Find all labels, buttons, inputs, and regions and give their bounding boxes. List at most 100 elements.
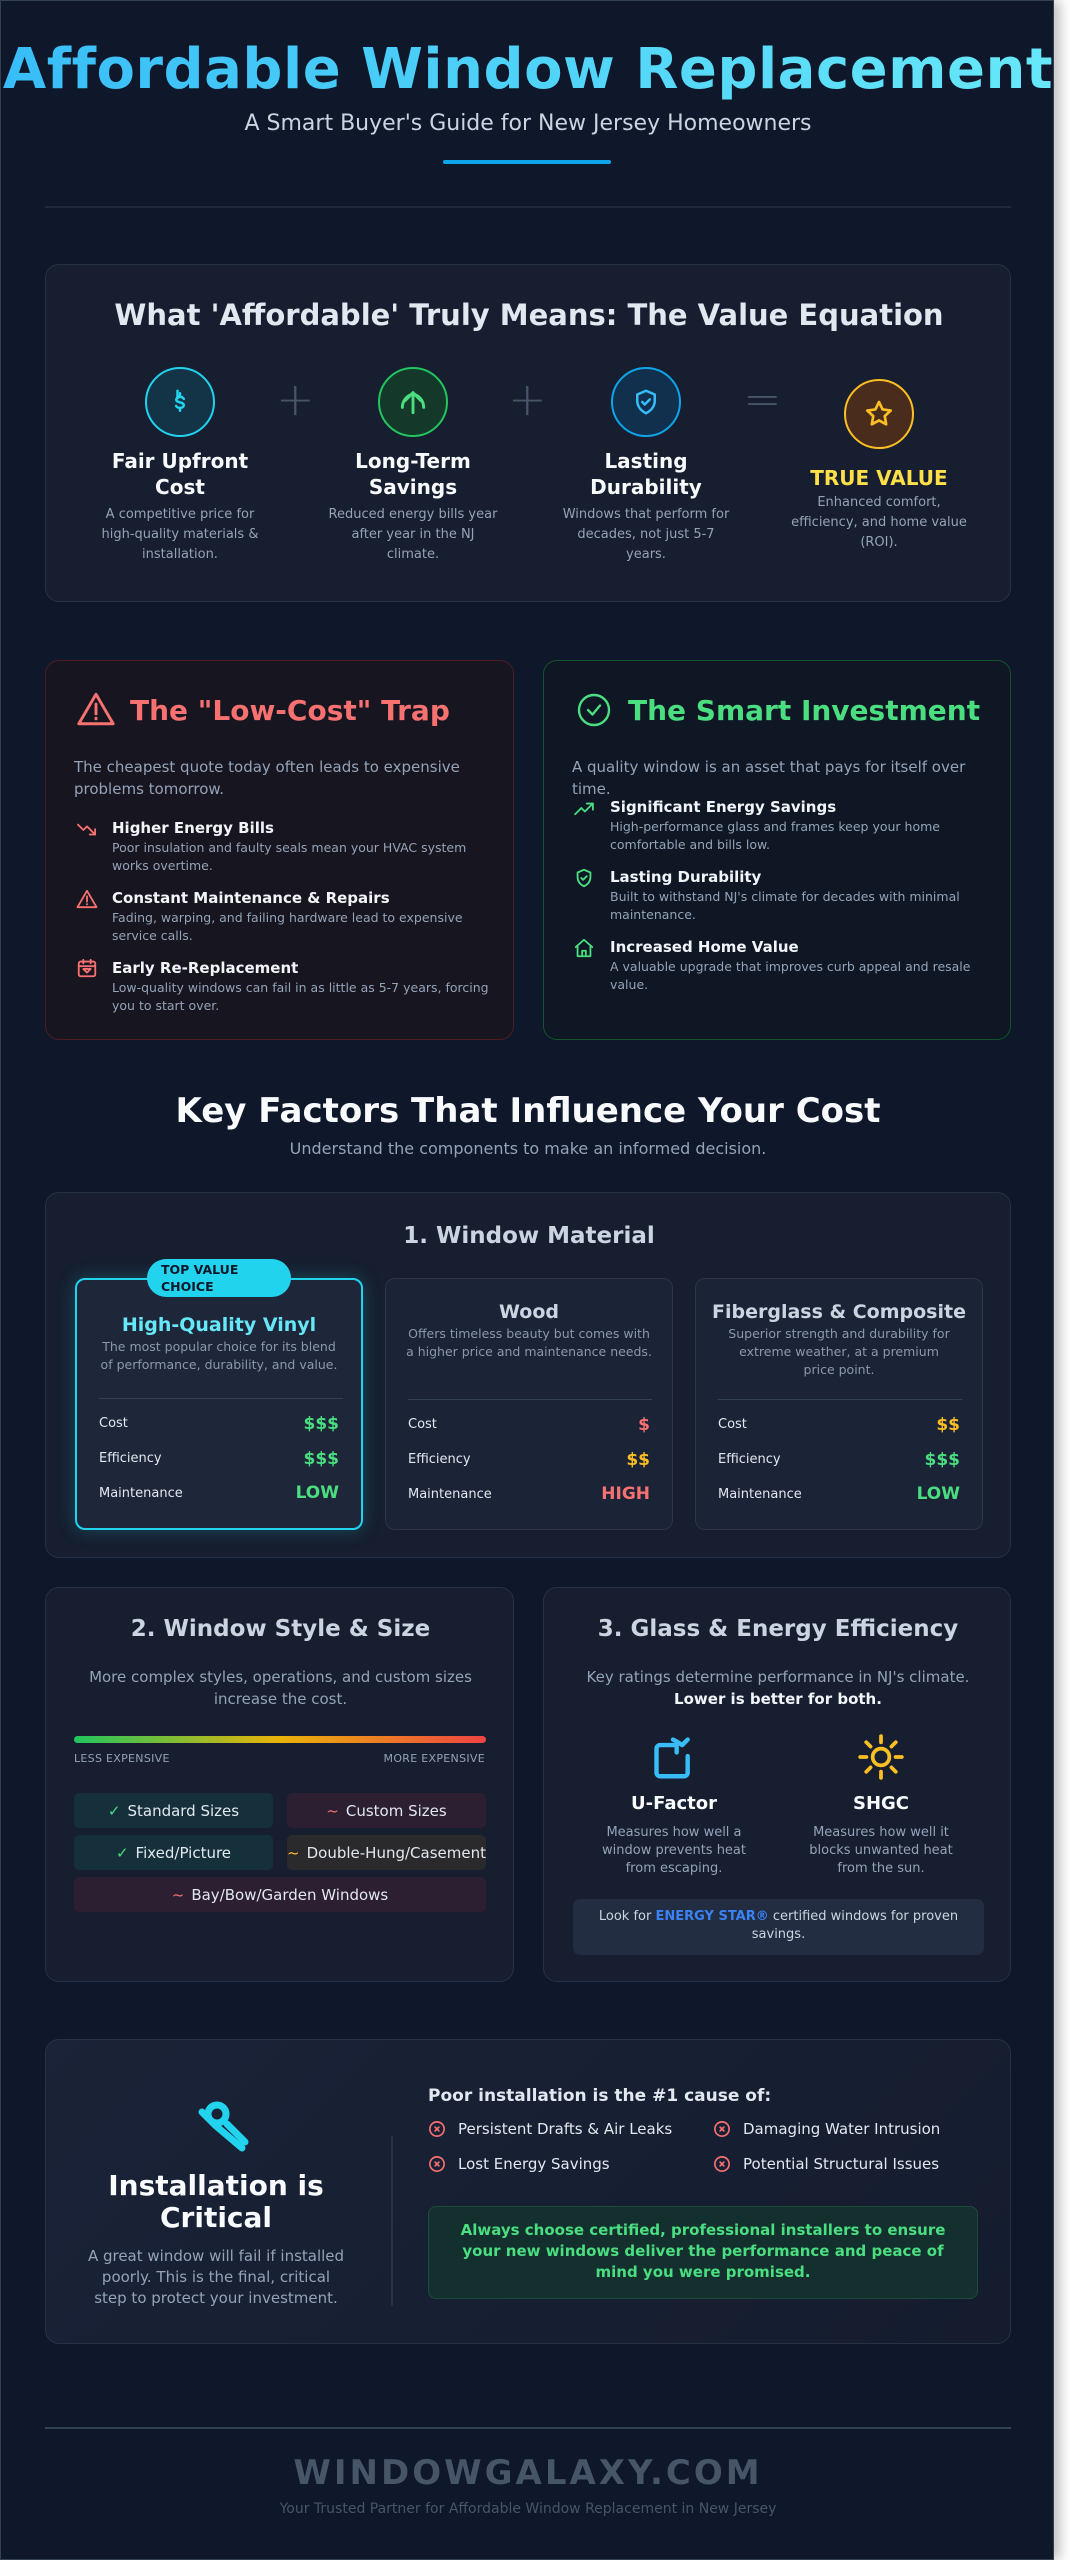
cost-value: $$$ xyxy=(303,1414,340,1434)
trend-down-icon xyxy=(76,821,98,843)
x-circle-icon xyxy=(429,2156,445,2172)
page-title: Affordable Window Replacement xyxy=(2,37,1054,102)
style-size-desc: More complex styles, operations, and cus… xyxy=(89,1668,472,1708)
x-circle-icon xyxy=(714,2156,730,2172)
row-label-cost: Cost xyxy=(99,1416,128,1431)
maintenance-value: LOW xyxy=(916,1484,960,1504)
warning-icon xyxy=(76,691,116,731)
value-item-desc: A competitive price for high-quality mat… xyxy=(101,507,259,562)
row-label-maintenance: Maintenance xyxy=(99,1486,183,1501)
scale-left-label: LESS EXPENSIVE xyxy=(74,1752,170,1765)
trap-lead: The cheapest quote today often leads to … xyxy=(74,758,460,798)
x-circle-icon xyxy=(714,2121,730,2137)
trap-title: The "Low-Cost" Trap xyxy=(130,694,450,727)
material-name: Wood xyxy=(499,1301,559,1323)
value-equation-card: What 'Affordable' Truly Means: The Value… xyxy=(45,264,1011,602)
energy-star-label: ENERGY STAR® xyxy=(655,1909,769,1924)
investment-lead: A quality window is an asset that pays f… xyxy=(572,758,966,798)
causes-heading: Poor installation is the #1 cause of: xyxy=(428,2086,772,2106)
cost-scale-bar xyxy=(74,1736,486,1743)
value-item-title: Long-Term Savings xyxy=(355,449,471,499)
material-desc: The most popular choice for its blend of… xyxy=(100,1339,338,1372)
divider xyxy=(718,1399,962,1400)
value-item-title: Fair Upfront Cost xyxy=(111,449,249,499)
key-factors-title: Key Factors That Influence Your Cost xyxy=(175,1091,881,1131)
glass-efficiency-card: 3. Glass & Energy Efficiency Key ratings… xyxy=(543,1587,1011,1982)
row-label-cost: Cost xyxy=(718,1417,747,1432)
section-title: 2. Window Style & Size xyxy=(130,1616,431,1642)
footer-brand[interactable]: WINDOWGALAXY.COM xyxy=(293,2453,763,2493)
x-circle-icon xyxy=(429,2121,445,2137)
trap-item-title: Early Re-Replacement xyxy=(112,959,299,977)
scale-right-label: MORE EXPENSIVE xyxy=(383,1752,485,1765)
divider xyxy=(408,1399,652,1400)
section-title: 3. Glass & Energy Efficiency xyxy=(597,1616,959,1642)
shield-check-icon xyxy=(573,867,595,893)
shield-check-icon xyxy=(611,367,681,437)
trap-item-title: Higher Energy Bills xyxy=(112,819,274,837)
efficiency-value: $$$ xyxy=(303,1449,340,1469)
installation-desc: A great window will fail if installed po… xyxy=(87,2247,345,2307)
efficiency-value: $$ xyxy=(626,1450,650,1470)
value-item-desc: Reduced energy bills year after year in … xyxy=(328,507,498,562)
investment-item-title: Significant Energy Savings xyxy=(610,798,837,816)
vertical-divider xyxy=(391,2136,393,2306)
trap-item-desc: Low-quality windows can fail in as littl… xyxy=(112,980,489,1013)
maintenance-value: HIGH xyxy=(601,1484,650,1504)
equals-operator: = xyxy=(743,372,782,426)
style-size-card: 2. Window Style & Size More complex styl… xyxy=(45,1587,514,1982)
top-value-badge: TOP VALUE CHOICE xyxy=(147,1259,291,1297)
value-item-title: Lasting Durability xyxy=(590,449,702,499)
cause-item: Lost Energy Savings xyxy=(428,2155,610,2173)
trend-up-icon xyxy=(573,800,595,820)
trap-item-title: Constant Maintenance & Repairs xyxy=(112,889,390,907)
value-equation-title: What 'Affordable' Truly Means: The Value… xyxy=(114,298,944,332)
investment-item-desc: High-performance glass and frames keep y… xyxy=(610,819,940,852)
check-circle-icon xyxy=(576,692,612,732)
installation-title: Installation is Critical xyxy=(108,2169,324,2234)
sun-icon xyxy=(856,1732,906,1786)
material-card-wood[interactable]: Wood Offers timeless beauty but comes wi… xyxy=(385,1278,673,1530)
style-chip: ~ Custom Sizes xyxy=(287,1793,486,1828)
cost-value: $ xyxy=(638,1415,650,1435)
trap-item-desc: Fading, warping, and failing hardware le… xyxy=(112,910,463,943)
divider xyxy=(45,2427,1011,2429)
key-factors-subtitle: Understand the components to make an inf… xyxy=(289,1139,767,1158)
style-chip: ✓ Standard Sizes xyxy=(74,1793,273,1828)
calendar-x-icon xyxy=(76,957,98,983)
rating-desc: Measures how well it blocks unwanted hea… xyxy=(809,1825,953,1876)
warning-icon xyxy=(76,889,98,913)
material-card-fiberglass[interactable]: Fiberglass & Composite Superior strength… xyxy=(695,1278,983,1530)
material-name: Fiberglass & Composite xyxy=(712,1301,966,1323)
title-accent-bar xyxy=(443,160,611,164)
window-material-card: 1. Window Material High-Quality Vinyl Th… xyxy=(45,1192,1011,1558)
material-desc: Superior strength and durability for ext… xyxy=(728,1326,950,1377)
material-card-vinyl[interactable]: High-Quality Vinyl The most popular choi… xyxy=(75,1278,363,1530)
style-chip: ✓ Fixed/Picture xyxy=(74,1835,273,1870)
installation-card: Installation is Critical A great window … xyxy=(45,2039,1011,2344)
rating-name: U-Factor xyxy=(631,1793,717,1814)
cost-value: $$ xyxy=(936,1415,960,1435)
growth-arrow-icon xyxy=(378,367,448,437)
material-name: High-Quality Vinyl xyxy=(121,1314,317,1336)
style-chip: ~ Bay/Bow/Garden Windows xyxy=(74,1877,486,1912)
row-label-efficiency: Efficiency xyxy=(408,1452,471,1467)
plus-operator: + xyxy=(276,372,315,426)
investment-item-title: Lasting Durability xyxy=(610,868,762,886)
cause-item: Damaging Water Intrusion xyxy=(713,2120,940,2138)
row-label-maintenance: Maintenance xyxy=(408,1487,492,1502)
investment-item-desc: Built to withstand NJ's climate for deca… xyxy=(610,889,960,922)
installer-callout: Always choose certified, professional in… xyxy=(428,2206,978,2299)
star-icon xyxy=(844,379,914,449)
wrench-icon xyxy=(194,2096,258,2160)
cause-item: Persistent Drafts & Air Leaks xyxy=(428,2120,672,2138)
style-chip: ~ Double-Hung/Casement xyxy=(287,1835,486,1870)
page-subtitle: A Smart Buyer's Guide for New Jersey Hom… xyxy=(244,111,812,136)
rating-name: SHGC xyxy=(852,1793,909,1814)
dollar-icon xyxy=(145,367,215,437)
row-label-efficiency: Efficiency xyxy=(99,1451,162,1466)
home-icon xyxy=(573,937,595,963)
cause-item: Potential Structural Issues xyxy=(713,2155,939,2173)
divider xyxy=(99,1398,343,1399)
plus-operator: + xyxy=(508,372,547,426)
